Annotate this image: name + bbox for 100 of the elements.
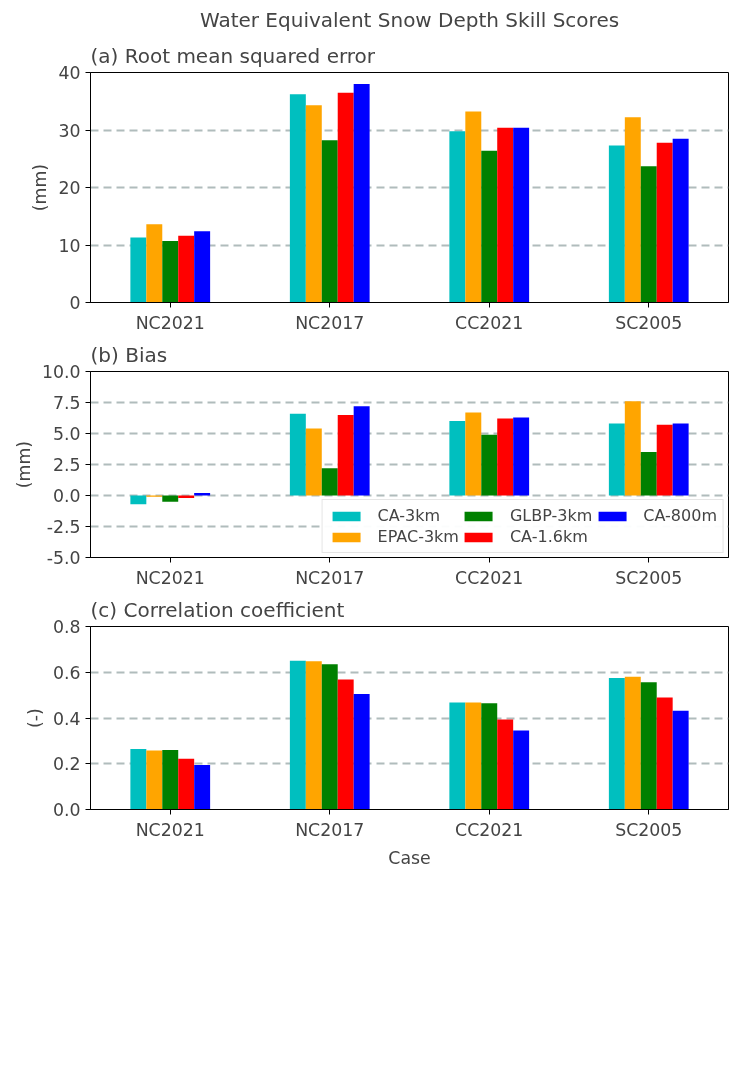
y-tick-label: 40 — [58, 63, 81, 83]
y-tick-label: -5.0 — [46, 548, 81, 568]
bar — [178, 235, 195, 303]
bar — [656, 697, 673, 810]
y-tick-label: 10 — [58, 235, 81, 256]
x-tick-label: NC2021 — [135, 567, 205, 588]
bar — [449, 131, 466, 303]
y-tick-label: 0.0 — [52, 486, 81, 506]
bar — [337, 679, 354, 810]
bar — [449, 702, 466, 810]
bar — [130, 495, 147, 505]
y-tick-label: 10.0 — [41, 362, 81, 382]
y-tick-label: 20 — [58, 178, 81, 198]
bar — [162, 750, 179, 810]
bar — [194, 493, 211, 496]
bar — [162, 240, 179, 303]
x-tick-label: CC2021 — [455, 567, 524, 588]
bar — [608, 423, 625, 496]
bar — [481, 703, 498, 810]
x-tick-label: NC2017 — [295, 312, 365, 333]
bar — [624, 401, 641, 496]
bar — [337, 414, 354, 496]
legend-label: EPAC-3km — [377, 527, 459, 546]
bar — [305, 105, 322, 303]
bar — [353, 406, 370, 496]
chart-title: (b) Bias — [90, 342, 168, 367]
y-tick-label: 0 — [69, 293, 81, 313]
x-tick-label: NC2021 — [135, 819, 205, 840]
y-axis-title: (-) — [24, 708, 45, 728]
bar — [608, 677, 625, 810]
bar — [497, 719, 514, 810]
y-tick-label: 7.5 — [52, 393, 81, 413]
chart-title: Water Equivalent Snow Depth Skill Scores — [199, 7, 620, 32]
x-tick-label: SC2005 — [615, 312, 683, 333]
bar — [497, 418, 514, 496]
bar — [146, 224, 163, 303]
bar — [513, 417, 530, 496]
bar — [640, 166, 657, 303]
bar — [656, 424, 673, 496]
x-tick-label: CC2021 — [455, 819, 524, 840]
bar — [289, 94, 306, 303]
bar — [624, 676, 641, 810]
bar — [130, 237, 147, 303]
bar — [481, 150, 498, 303]
bar — [321, 664, 338, 810]
bar — [449, 421, 466, 496]
y-tick-label: 0.0 — [52, 800, 81, 820]
y-tick-label: 0.4 — [52, 708, 81, 729]
legend-label: GLBP-3km — [509, 506, 593, 525]
y-axis-title: (mm) — [30, 163, 51, 212]
legend-label: CA-800m — [643, 506, 717, 525]
y-tick-label: 0.2 — [52, 754, 81, 775]
legend-label: CA-3km — [377, 506, 441, 525]
bar — [353, 693, 370, 810]
bar — [608, 145, 625, 303]
bar — [337, 92, 354, 303]
bar — [465, 412, 482, 496]
y-tick-label: 30 — [58, 120, 81, 141]
x-tick-label: SC2005 — [615, 819, 683, 840]
bar — [130, 748, 147, 810]
bar — [194, 764, 211, 810]
bar — [146, 750, 163, 810]
bar — [194, 231, 211, 303]
bar — [321, 140, 338, 303]
bar — [162, 495, 179, 502]
legend-label: CA-1.6km — [509, 527, 588, 546]
x-tick-label: CC2021 — [455, 312, 524, 333]
x-tick-label: NC2017 — [295, 567, 365, 588]
x-tick-label: SC2005 — [615, 567, 683, 588]
bar — [305, 661, 322, 810]
bar — [624, 117, 641, 303]
chart-title: (c) Correlation coefficient — [90, 597, 345, 622]
bar — [672, 138, 689, 303]
bar — [465, 702, 482, 810]
bar — [497, 127, 514, 303]
bar — [289, 660, 306, 810]
chart-subtitle: (a) Root mean squared error — [90, 43, 376, 68]
bar — [640, 682, 657, 810]
x-axis-title: Case — [388, 847, 431, 868]
bar — [305, 428, 322, 496]
bar — [353, 84, 370, 303]
x-tick-label: NC2017 — [295, 819, 365, 840]
bar — [640, 452, 657, 496]
y-tick-label: 0.6 — [52, 662, 81, 683]
bar — [289, 413, 306, 496]
y-tick-label: -2.5 — [46, 517, 81, 537]
bar — [178, 758, 195, 810]
bar — [656, 142, 673, 303]
bar — [481, 434, 498, 496]
bar — [672, 423, 689, 496]
bar — [513, 127, 530, 303]
bar — [672, 710, 689, 810]
y-tick-label: 2.5 — [52, 455, 81, 475]
x-tick-label: NC2021 — [135, 312, 205, 333]
bar — [465, 111, 482, 303]
bar — [513, 730, 530, 810]
y-tick-label: 5.0 — [52, 424, 81, 444]
y-tick-label: 0.8 — [52, 617, 81, 637]
y-axis-title: (mm) — [13, 440, 34, 489]
bar — [321, 468, 338, 496]
